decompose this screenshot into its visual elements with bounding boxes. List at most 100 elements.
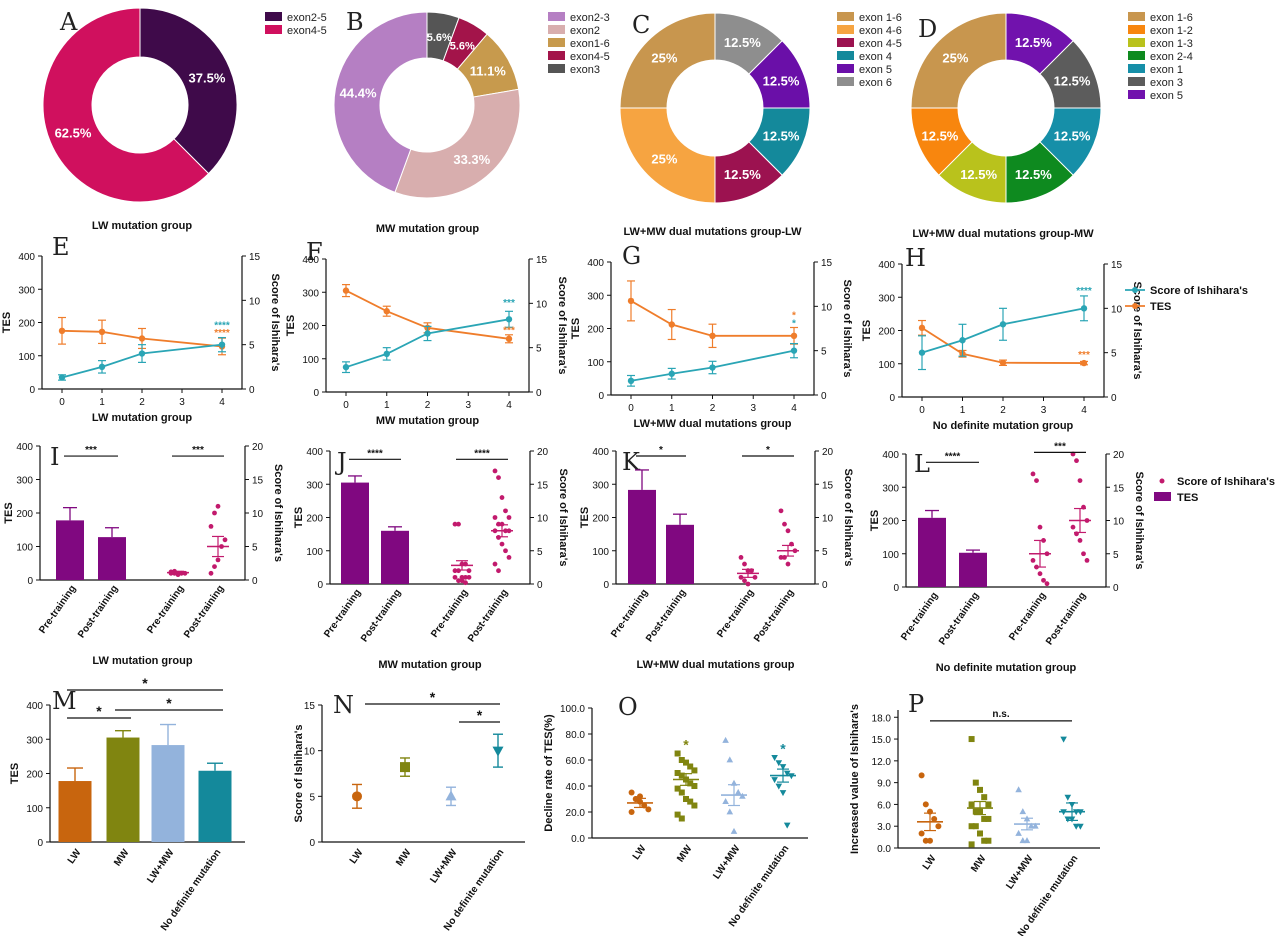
legend-label: exon 3 xyxy=(1150,77,1183,89)
ishihara-point xyxy=(1030,558,1036,563)
data-point xyxy=(730,827,738,834)
legend-label: exon4-5 xyxy=(570,51,610,63)
x-category-label: LW+MW xyxy=(428,847,459,885)
slice-value-label: 25% xyxy=(651,50,677,65)
significance-marker: **** xyxy=(214,321,230,332)
significance-marker: * xyxy=(166,695,172,711)
tes-bar xyxy=(56,520,84,580)
data-point xyxy=(1080,305,1088,312)
bar xyxy=(58,781,92,842)
ishihara-point xyxy=(1030,471,1036,477)
y-right-tick-label: 15 xyxy=(1111,260,1123,271)
y-axis-label-left: TES xyxy=(285,315,297,336)
panel-letter: G xyxy=(622,242,641,270)
chart-title: LW+MW dual mutations group-LW xyxy=(623,226,802,238)
y-left-tick-label: 100 xyxy=(587,358,604,369)
y-left-tick-label: 400 xyxy=(306,447,323,458)
x-tick-label: 4 xyxy=(1081,405,1087,416)
y-left-tick-label: 0 xyxy=(603,580,609,591)
ishihara-point xyxy=(496,475,501,480)
panel-letter: D xyxy=(918,15,937,43)
y-left-tick-label: 200 xyxy=(592,514,609,525)
data-point xyxy=(709,364,716,371)
y-left-tick-label: 0 xyxy=(317,580,323,591)
slice-value-label: 44.4% xyxy=(340,86,377,101)
significance-marker: **** xyxy=(474,448,490,459)
legend-label: exon 4-5 xyxy=(859,38,902,50)
legend-label: Score of Ishihara's xyxy=(1177,476,1275,488)
ishihara-point xyxy=(459,574,465,580)
bar-chart-j: J MW mutation group 0 100 200 300 400 0 5 10 15 20 T… xyxy=(293,447,569,671)
legend-swatch xyxy=(837,77,854,86)
data-point xyxy=(1019,837,1027,844)
tes-bar xyxy=(628,489,656,584)
y-axis-label-right: Score of Ishihara's xyxy=(841,280,853,378)
ishihara-point xyxy=(503,508,508,514)
data-point xyxy=(779,790,787,797)
y-right-tick-label: 10 xyxy=(249,296,261,307)
data-point xyxy=(505,316,513,323)
data-point xyxy=(98,363,106,371)
legend-swatch xyxy=(265,25,282,34)
data-point xyxy=(918,349,926,356)
slice-value-label: 12.5% xyxy=(1054,128,1091,143)
slice-value-label: 12.5% xyxy=(1054,74,1091,89)
panel-letter: B xyxy=(346,8,364,36)
legend-swatch xyxy=(837,12,854,21)
y-tick-label: 0 xyxy=(37,838,43,849)
pie-slice-exon4-5 xyxy=(42,7,210,203)
ishihara-point xyxy=(492,468,498,474)
ishihara-point xyxy=(463,574,468,580)
significance-marker: *** xyxy=(1078,350,1090,361)
y-left-tick-label: 0 xyxy=(598,391,604,402)
ishihara-point xyxy=(742,561,747,567)
y-right-tick-label: 0 xyxy=(821,391,827,402)
legend-swatch xyxy=(1128,12,1145,21)
data-point xyxy=(931,815,938,822)
ishihara-point xyxy=(778,508,784,514)
y-tick-label: 10 xyxy=(304,747,316,758)
ishihara-point xyxy=(785,561,791,567)
y-right-tick-label: 10 xyxy=(537,514,549,525)
significance-marker: * xyxy=(477,707,483,723)
legend-swatch xyxy=(837,38,854,47)
ishihara-point xyxy=(1044,581,1050,587)
slice-value-label: 12.5% xyxy=(763,74,800,89)
y-right-tick-label: 5 xyxy=(537,547,543,558)
y-tick-label: 18.0 xyxy=(872,713,892,724)
ishihara-point xyxy=(738,574,744,580)
x-tick-label: 2 xyxy=(1000,405,1006,416)
x-axis-label: LW+MW dual mutations group xyxy=(634,418,792,430)
y-tick-label: 9.0 xyxy=(877,779,891,790)
legend-marker xyxy=(1159,478,1165,484)
y-right-tick-label: 15 xyxy=(1113,483,1125,494)
legend-label: exon3 xyxy=(570,64,600,76)
y-axis-label-right: Score of Ishihara's xyxy=(1133,472,1145,570)
x-category-label: LW+MW xyxy=(145,847,176,885)
panel-letter: I xyxy=(50,443,59,471)
x-category-label: Pre-training xyxy=(322,587,363,639)
significance-marker: * xyxy=(780,740,786,756)
ishihara-point xyxy=(222,537,228,543)
y-left-tick-label: 300 xyxy=(16,476,33,487)
data-point xyxy=(771,755,778,761)
chart-title: LW+MW dual mutations group-MW xyxy=(912,228,1094,240)
legend-swatch xyxy=(837,25,854,34)
tes-bar xyxy=(666,524,694,584)
ishihara-point xyxy=(499,495,505,500)
data-point xyxy=(400,762,410,773)
data-point xyxy=(734,788,742,795)
x-tick-label: 3 xyxy=(750,403,756,414)
data-point xyxy=(668,370,675,377)
ishihara-point xyxy=(215,503,221,509)
chart-title: MW mutation group xyxy=(376,223,480,235)
y-left-tick-label: 0 xyxy=(29,385,35,396)
slice-value-label: 62.5% xyxy=(55,126,92,141)
slice-value-label: 11.1% xyxy=(470,63,507,78)
panel-letter: F xyxy=(306,238,323,266)
ishihara-point xyxy=(492,515,498,520)
significance-marker: **** xyxy=(367,448,383,459)
y-left-tick-label: 0 xyxy=(27,576,33,587)
y-tick-label: 6.0 xyxy=(877,800,891,811)
data-point xyxy=(678,789,685,796)
